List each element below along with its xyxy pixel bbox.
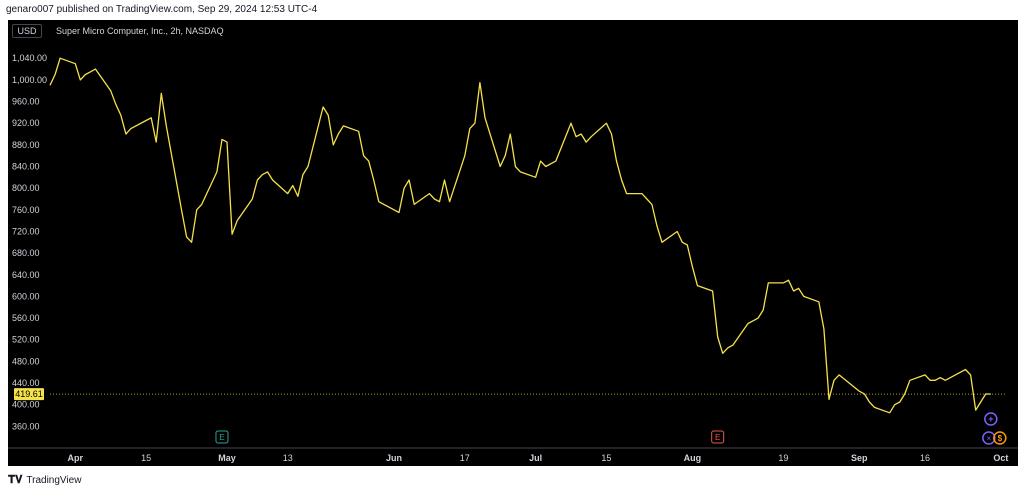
y-tick-label: 1,040.00 — [12, 53, 47, 63]
x-tick-label: 15 — [141, 453, 151, 463]
y-tick-label: 520.00 — [12, 335, 40, 345]
x-tick-label: 13 — [283, 453, 293, 463]
y-tick-label: 480.00 — [12, 356, 40, 366]
tradingview-brand: TradingView — [26, 475, 82, 486]
y-tick-label: 1,000.00 — [12, 75, 47, 85]
y-tick-label: 360.00 — [12, 421, 40, 431]
y-tick-label: 680.00 — [12, 248, 40, 258]
x-tick-label: 16 — [920, 453, 930, 463]
x-tick-label: Apr — [68, 453, 84, 463]
x-tick-label: Sep — [851, 453, 868, 463]
earnings-marker[interactable] — [711, 430, 725, 444]
dividend-marker-label: $ — [998, 434, 1003, 443]
current-price-label: 419.61 — [15, 389, 43, 399]
earnings-marker-label: E — [219, 433, 224, 442]
current-price-badge — [14, 388, 44, 401]
y-tick-label: 640.00 — [12, 270, 40, 280]
earnings-marker[interactable] — [215, 430, 229, 444]
y-tick-label: 840.00 — [12, 162, 40, 172]
x-tick-label: Oct — [993, 453, 1008, 463]
earnings-marker-label: E — [715, 433, 720, 442]
y-tick-label: 720.00 — [12, 226, 40, 236]
y-tick-label: 440.00 — [12, 378, 40, 388]
y-tick-label: 600.00 — [12, 291, 40, 301]
y-tick-label: 560.00 — [12, 313, 40, 323]
x-tick-label: Jun — [386, 453, 402, 463]
y-tick-label: 960.00 — [12, 97, 40, 107]
y-tick-label: 920.00 — [12, 118, 40, 128]
tradingview-logo-icon: 𝐓𝐕 — [8, 474, 23, 486]
plus-circle-icon[interactable] — [984, 412, 998, 426]
split-circle-icon[interactable] — [982, 431, 996, 445]
x-tick-label: 15 — [601, 453, 611, 463]
x-tick-label: Aug — [684, 453, 702, 463]
y-tick-label: 880.00 — [12, 140, 40, 150]
footer: 𝐓𝐕 TradingView — [8, 474, 81, 487]
x-tick-label: May — [218, 453, 236, 463]
dollar-circle-icon[interactable] — [993, 431, 1007, 445]
y-tick-label: 800.00 — [12, 183, 40, 193]
chart-panel[interactable]: 360.00 400.00 440.00 480.00 520.00 560.00 600.… — [8, 20, 1018, 466]
currency-button[interactable]: USD — [12, 24, 42, 38]
plus-marker-label: + — [988, 414, 993, 424]
price-series-line[interactable] — [49, 57, 991, 414]
symbol-title: Super Micro Computer, Inc., 2h, NASDAQ — [56, 26, 224, 36]
x-tick-label: 19 — [778, 453, 788, 463]
y-tick-label: 760.00 — [12, 205, 40, 215]
price-chart[interactable]: 360.00 400.00 440.00 480.00 520.00 560.00 600.… — [8, 20, 1018, 466]
split-marker-label: × — [986, 434, 991, 443]
x-tick-label: Jul — [529, 453, 542, 463]
publish-line: genaro007 published on TradingView.com, … — [6, 4, 318, 15]
x-tick-label: 17 — [460, 453, 470, 463]
y-tick-label: 400.00 — [12, 400, 40, 410]
